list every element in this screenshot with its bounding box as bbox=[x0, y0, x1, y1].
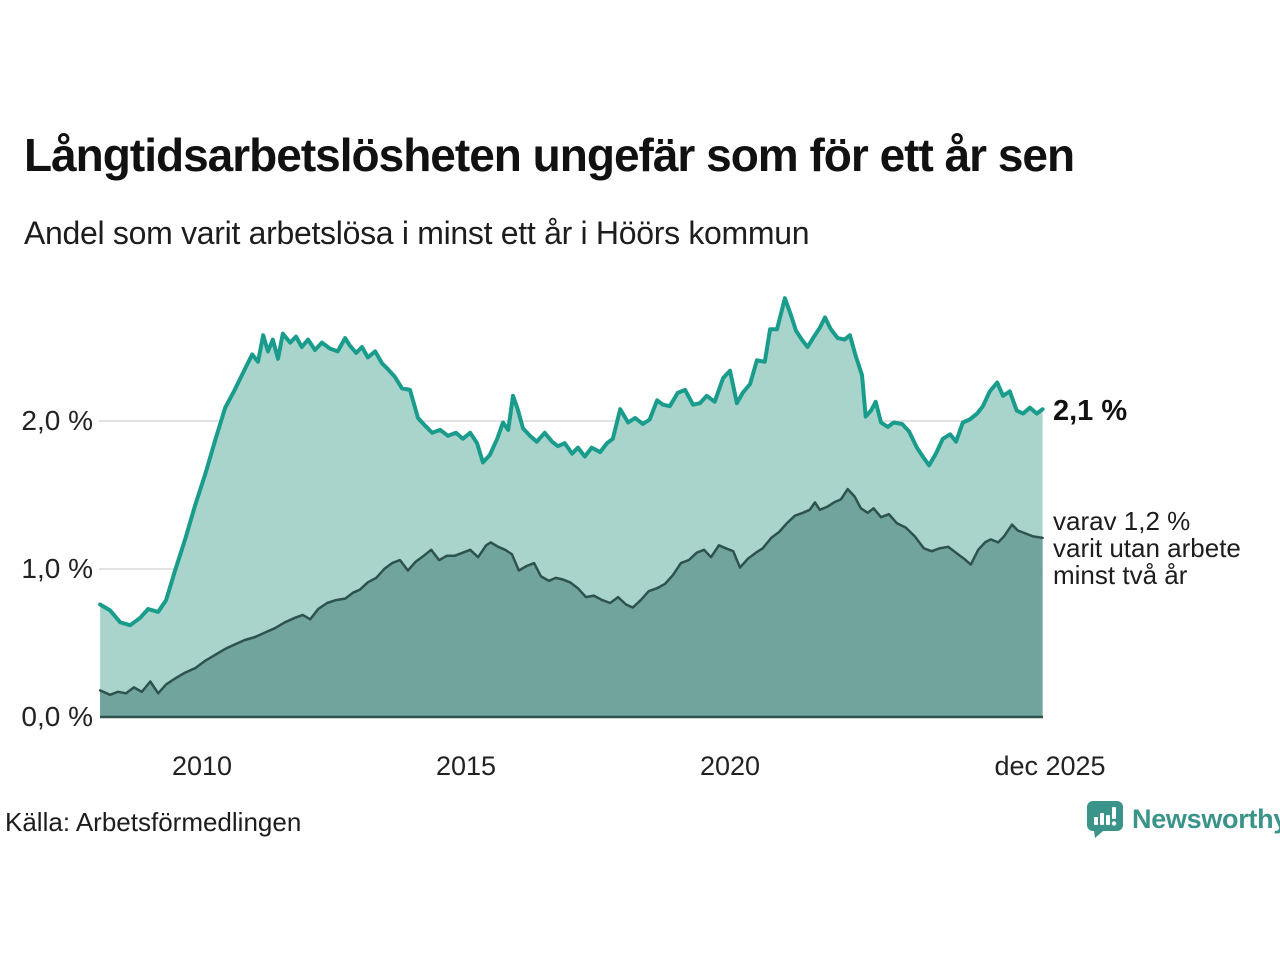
y-axis-tick-1: 1,0 % bbox=[21, 553, 93, 584]
y-axis-tick-0: 0,0 % bbox=[21, 701, 93, 732]
total-series-line bbox=[98, 296, 1045, 628]
brand-name: Newsworthy bbox=[1132, 803, 1280, 834]
total-series-area bbox=[100, 298, 1043, 717]
secondary-annotation-line-2: varit utan arbete bbox=[1053, 533, 1241, 563]
newsworthy-speech-bubble-bar-chart-icon bbox=[1087, 801, 1123, 838]
secondary-series-line bbox=[98, 487, 1044, 697]
page-title: Långtidsarbetslösheten ungefär som för e… bbox=[24, 129, 1075, 181]
brand-logo: Newsworthy bbox=[1085, 799, 1280, 839]
total-series-value-label: 2,1 % bbox=[1053, 395, 1128, 427]
secondary-annotation-line-1: varav 1,2 % bbox=[1053, 506, 1191, 536]
page-subtitle: Andel som varit arbetslösa i minst ett å… bbox=[24, 215, 810, 251]
source-credit: Källa: Arbetsförmedlingen bbox=[5, 807, 302, 837]
y-axis-tick-2: 2,0 % bbox=[21, 405, 93, 436]
x-axis-tick-dec-2025: dec 2025 bbox=[994, 751, 1106, 781]
secondary-series-area bbox=[100, 489, 1043, 717]
x-axis-tick-2020: 2020 bbox=[699, 751, 761, 781]
secondary-series-annotation: varav 1,2 % varit utan arbete minst två … bbox=[1053, 508, 1241, 589]
x-axis-tick-2010: 2010 bbox=[171, 751, 233, 781]
secondary-annotation-line-3: minst två år bbox=[1053, 560, 1188, 590]
x-axis-tick-2015: 2015 bbox=[435, 751, 497, 781]
